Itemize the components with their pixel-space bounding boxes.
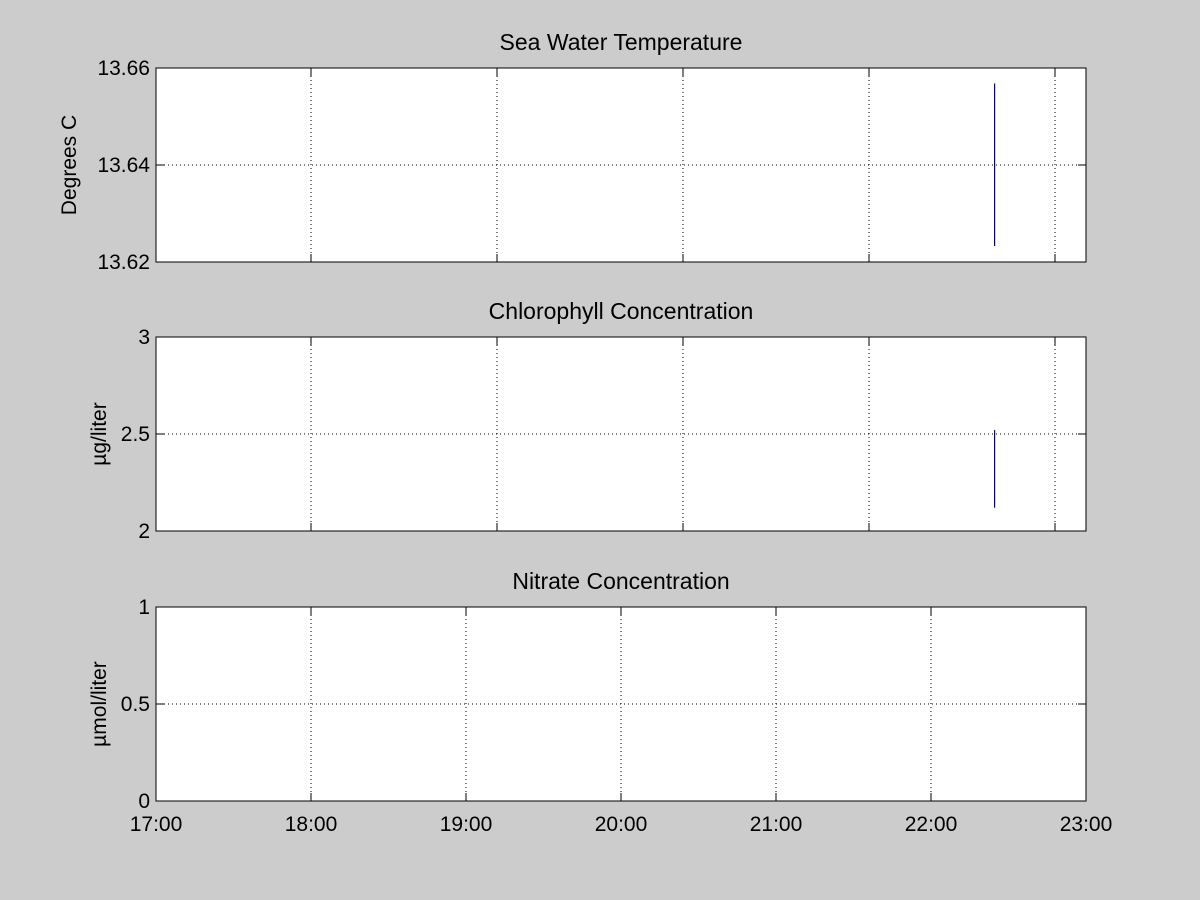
chlorophyll-ylabel: µg/liter: [88, 402, 111, 465]
temperature-title: Sea Water Temperature: [500, 29, 743, 55]
nitrate-ytick-label: 0.5: [121, 693, 150, 716]
chlorophyll-panel: 2 2.5 3 Chlorophyll Concentration µg/liter: [88, 298, 1087, 543]
nitrate-panel: 0 0.5 1 17:00 18:00 19:00 20:00 21:00 22:00 23:00…: [88, 568, 1112, 836]
nitrate-xtick-label: 23:00: [1060, 813, 1113, 836]
nitrate-title: Nitrate Concentration: [512, 568, 729, 594]
temperature-panel: 13.62 13.64 13.66 Sea Water Temperature De…: [58, 29, 1087, 274]
chlorophyll-title: Chlorophyll Concentration: [489, 298, 754, 324]
temperature-ytick-label: 13.64: [97, 154, 150, 177]
chlorophyll-ytick-label: 2.5: [121, 423, 150, 446]
temperature-ytick-label: 13.62: [97, 251, 150, 274]
nitrate-ytick-label: 1: [138, 596, 150, 619]
nitrate-xtick-label: 17:00: [130, 813, 183, 836]
nitrate-xtick-label: 21:00: [750, 813, 803, 836]
nitrate-xtick-label: 19:00: [440, 813, 493, 836]
nitrate-xtick-label: 18:00: [285, 813, 338, 836]
temperature-ylabel: Degrees C: [58, 115, 81, 215]
nitrate-ylabel: µmol/liter: [88, 661, 111, 747]
chlorophyll-ytick-label: 2: [138, 520, 150, 543]
temperature-ytick-label: 13.66: [97, 57, 150, 80]
nitrate-xtick-label: 22:00: [905, 813, 958, 836]
nitrate-xtick-label: 20:00: [595, 813, 648, 836]
chlorophyll-ytick-label: 3: [138, 326, 150, 349]
nitrate-ytick-label: 0: [138, 790, 150, 813]
